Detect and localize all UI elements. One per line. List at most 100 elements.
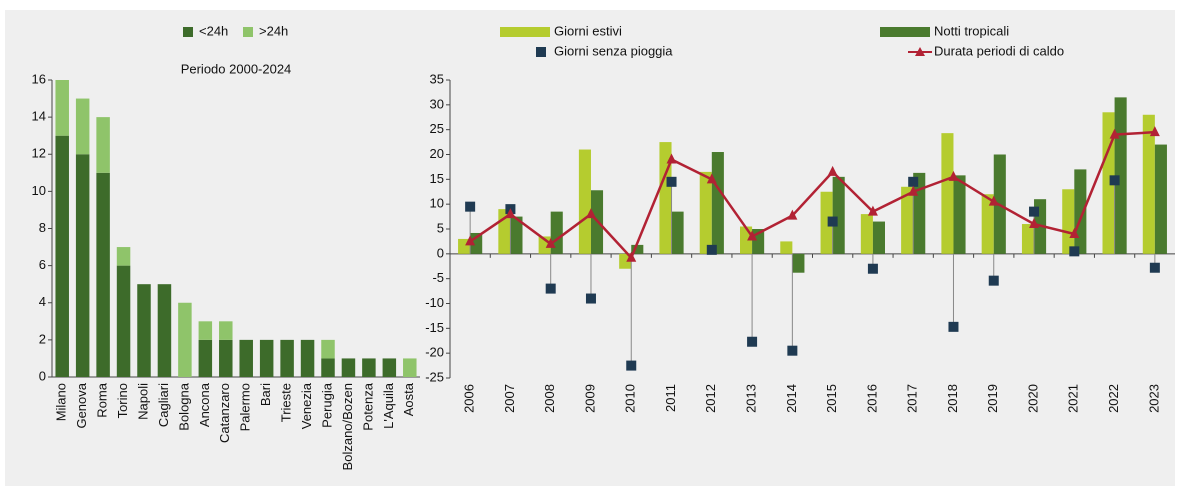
bar — [953, 175, 966, 254]
legend-swatch — [915, 47, 925, 56]
y-tick-label: 35 — [430, 71, 444, 86]
bar — [341, 358, 356, 377]
bar — [671, 211, 684, 254]
marker — [505, 208, 516, 219]
marker — [706, 173, 717, 184]
chart-title: Periodo 2000-2024 — [181, 61, 292, 76]
bar — [510, 216, 523, 254]
bar — [178, 302, 192, 377]
x-tick-label: 2016 — [864, 384, 879, 413]
bar — [219, 321, 233, 340]
y-tick-label: -20 — [425, 345, 444, 360]
x-tick-label: 2009 — [582, 384, 597, 413]
x-tick-label: Bologna — [176, 382, 191, 430]
marker — [908, 185, 919, 196]
legend-label: Notti tropicali — [934, 23, 1009, 38]
x-tick-label: Palermo — [238, 383, 253, 431]
marker — [827, 165, 838, 176]
y-tick-label: -5 — [432, 270, 444, 285]
y-tick-label: -15 — [425, 320, 444, 335]
marker — [948, 170, 959, 181]
bar — [198, 321, 213, 340]
line — [469, 130, 1155, 261]
marker — [988, 195, 999, 206]
x-tick-label: Bolzano/Bozen — [340, 383, 355, 470]
legend-label: >24h — [259, 23, 288, 38]
y-tick-label: 5 — [437, 220, 444, 235]
y-tick-label: 4 — [39, 294, 46, 309]
bar — [75, 98, 90, 155]
marker — [1069, 227, 1080, 238]
point — [666, 176, 677, 187]
bar — [300, 339, 315, 377]
bar — [832, 176, 845, 254]
bar — [981, 194, 994, 254]
legend-label: Giorni estivi — [554, 23, 622, 38]
x-tick-label: Perugia — [319, 382, 334, 428]
bar — [96, 117, 110, 173]
point — [1069, 246, 1080, 257]
bar — [321, 339, 335, 359]
x-tick-label: 2007 — [502, 384, 517, 413]
bar — [137, 284, 151, 377]
bar — [820, 191, 833, 254]
x-tick-label: 2011 — [663, 384, 678, 412]
point — [908, 176, 919, 187]
x-tick-label: Roma — [95, 382, 110, 417]
x-tick-label: 2010 — [623, 384, 638, 413]
x-tick-label: 2017 — [905, 384, 920, 413]
y-tick-label: 0 — [39, 368, 46, 383]
bar — [116, 247, 131, 266]
bar — [1142, 114, 1155, 254]
legend-swatch — [500, 27, 550, 37]
marker — [545, 237, 556, 248]
point — [465, 201, 476, 212]
marker — [585, 208, 596, 219]
bar — [578, 149, 591, 254]
bar — [550, 211, 563, 254]
x-tick-label: Cagliari — [156, 383, 171, 427]
point — [827, 216, 838, 227]
point — [706, 244, 717, 255]
marker — [465, 235, 476, 246]
x-tick-label: 2014 — [784, 384, 799, 413]
legend-swatch — [243, 27, 253, 37]
bar — [75, 154, 90, 377]
point — [747, 336, 758, 347]
x-tick-label: Ancona — [197, 382, 212, 427]
marker — [1149, 126, 1160, 137]
marker — [747, 230, 758, 241]
y-tick-label: 15 — [430, 171, 444, 186]
y-tick-label: 14 — [32, 109, 46, 124]
marker — [1029, 218, 1040, 229]
bar — [860, 214, 873, 254]
bar — [792, 253, 805, 273]
x-tick-label: 2023 — [1146, 384, 1161, 413]
y-tick-label: 25 — [430, 121, 444, 136]
x-tick-label: Genova — [74, 382, 89, 428]
bar — [1154, 144, 1167, 254]
x-tick-label: Catanzaro — [217, 383, 232, 443]
y-tick-label: -10 — [425, 295, 444, 310]
x-tick-label: Potenza — [360, 382, 375, 430]
x-tick-label: 2018 — [945, 384, 960, 413]
y-tick-label: 10 — [32, 183, 46, 198]
y-tick-label: 2 — [39, 331, 46, 346]
bar — [1062, 189, 1075, 254]
x-tick-label: 2019 — [985, 384, 1000, 413]
x-tick-label: 2021 — [1066, 384, 1081, 413]
bar — [711, 152, 724, 254]
bar — [280, 339, 294, 377]
bar — [321, 358, 335, 377]
bar — [96, 172, 110, 377]
bar — [55, 135, 69, 377]
x-tick-label: 2020 — [1025, 384, 1040, 413]
point — [1109, 175, 1120, 186]
bar — [780, 241, 793, 254]
bar — [403, 358, 417, 377]
x-tick-label: 2012 — [703, 384, 718, 413]
bar — [157, 284, 172, 377]
bar — [362, 358, 376, 377]
bar — [219, 339, 233, 377]
bar — [198, 339, 213, 377]
